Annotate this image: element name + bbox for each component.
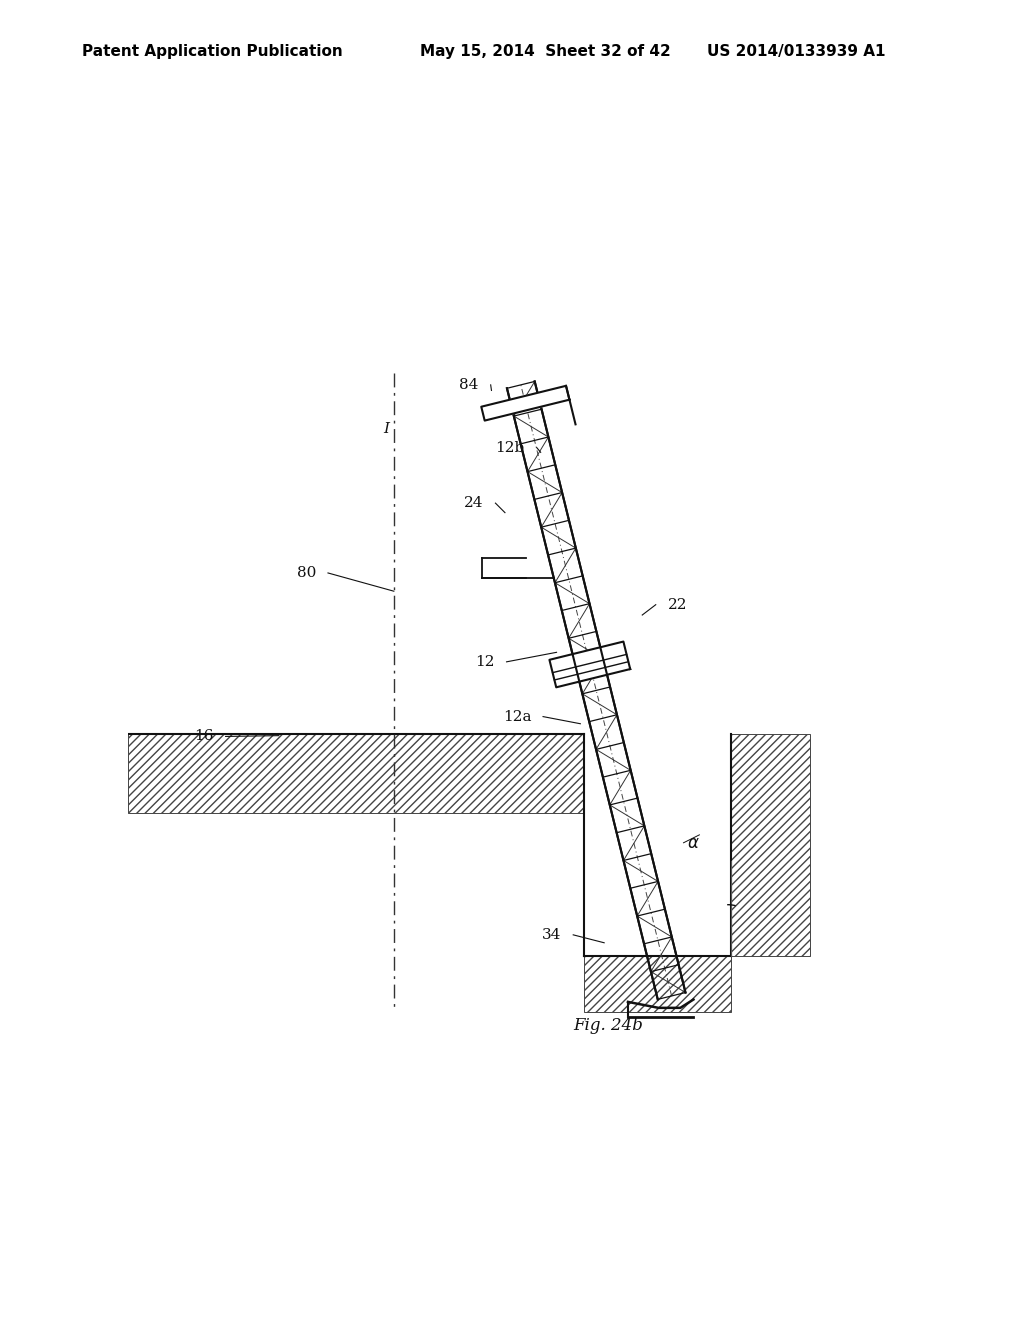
Polygon shape bbox=[481, 385, 569, 421]
Polygon shape bbox=[731, 734, 811, 956]
Polygon shape bbox=[550, 642, 630, 688]
Text: 12a: 12a bbox=[503, 710, 531, 723]
Text: 24: 24 bbox=[464, 496, 483, 510]
Text: I: I bbox=[384, 421, 390, 436]
Text: $\alpha$: $\alpha$ bbox=[687, 834, 700, 851]
Text: 12: 12 bbox=[475, 655, 495, 669]
Text: 16: 16 bbox=[195, 730, 214, 743]
Text: 22: 22 bbox=[668, 598, 687, 611]
Text: US 2014/0133939 A1: US 2014/0133939 A1 bbox=[707, 44, 885, 58]
Polygon shape bbox=[128, 734, 585, 813]
Polygon shape bbox=[585, 956, 731, 1012]
Text: 84: 84 bbox=[460, 378, 479, 392]
Text: 34: 34 bbox=[542, 928, 561, 942]
Text: Fig. 24b: Fig. 24b bbox=[573, 1016, 643, 1034]
Text: 80: 80 bbox=[297, 566, 316, 579]
Text: Patent Application Publication: Patent Application Publication bbox=[82, 44, 343, 58]
Text: May 15, 2014  Sheet 32 of 42: May 15, 2014 Sheet 32 of 42 bbox=[420, 44, 671, 58]
Text: 12b: 12b bbox=[496, 441, 524, 454]
